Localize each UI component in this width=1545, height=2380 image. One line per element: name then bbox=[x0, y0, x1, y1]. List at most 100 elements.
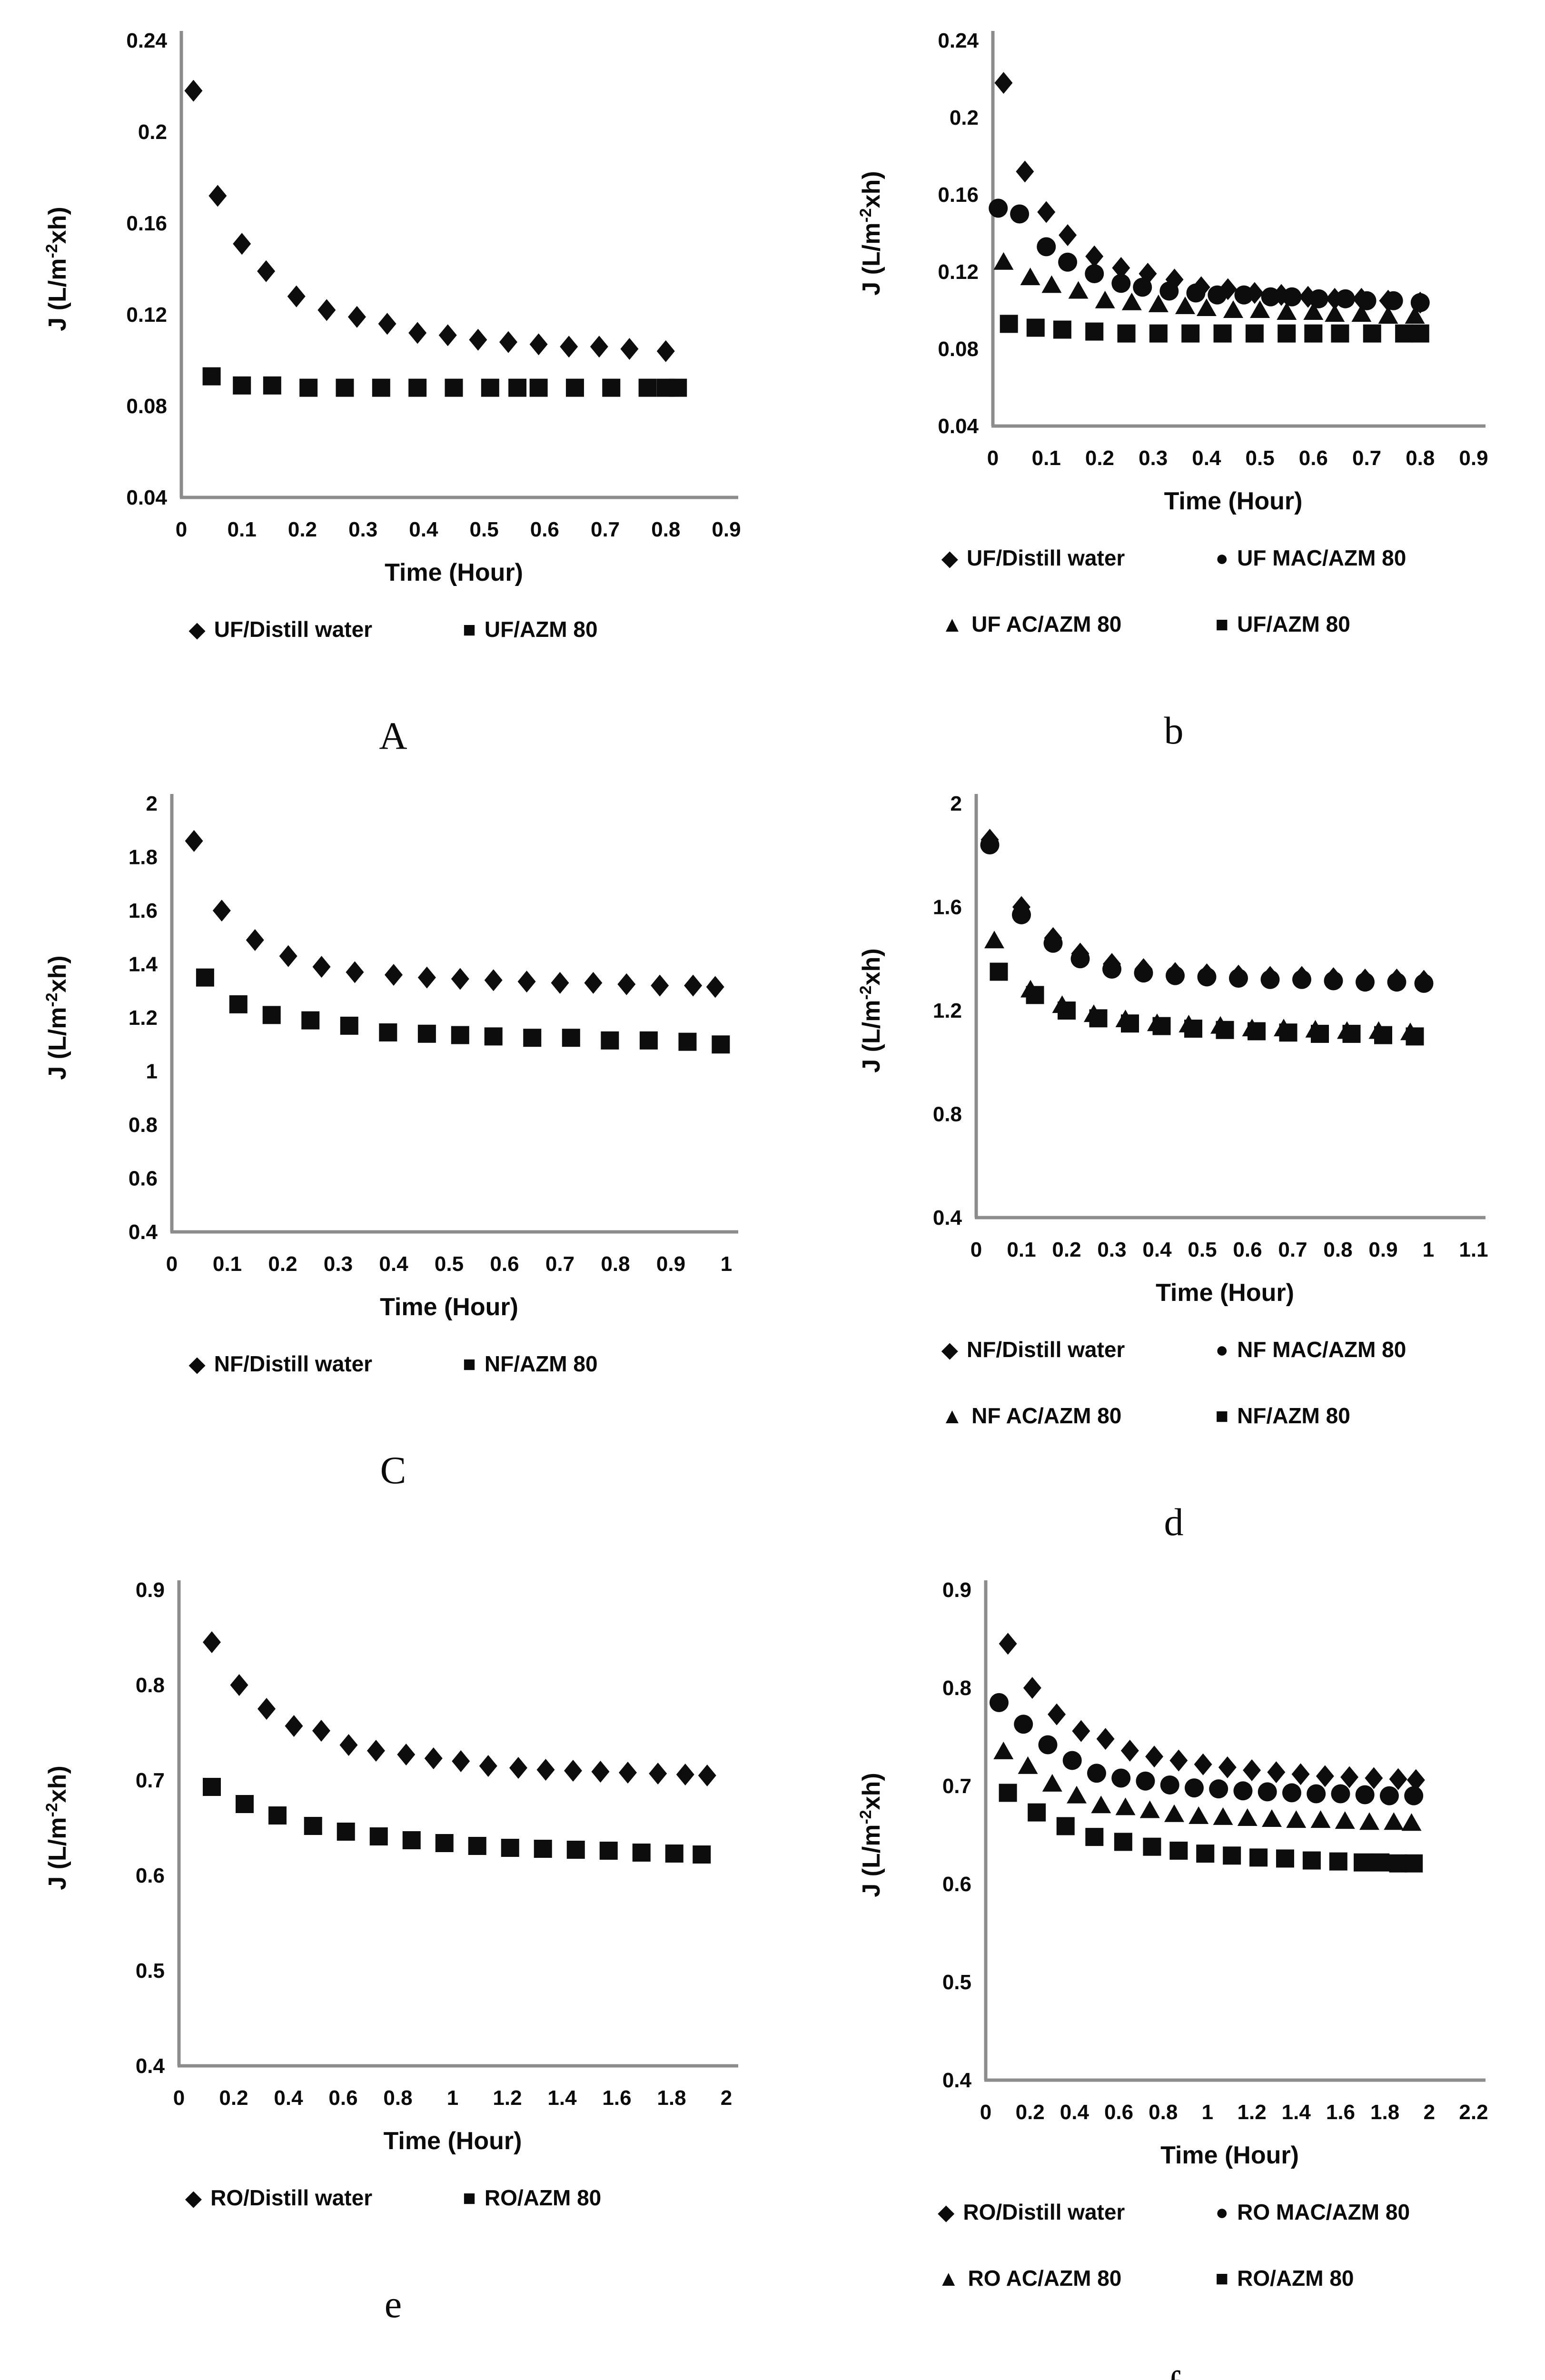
circle-marker-icon: ● bbox=[1215, 545, 1229, 570]
x-tick-label: 0.2 bbox=[219, 2086, 248, 2110]
circle-marker bbox=[1043, 933, 1063, 953]
diamond-marker bbox=[509, 1757, 527, 1779]
circle-marker bbox=[989, 1693, 1009, 1712]
y-tick-label: 0.5 bbox=[942, 1971, 971, 1994]
circle-marker bbox=[1229, 969, 1248, 988]
x-tick-label: 0.8 bbox=[651, 518, 680, 541]
legend-item: ■ NF/AZM 80 bbox=[463, 1351, 597, 1377]
chart-b-cell: 0.04 0.08 0.12 0.16 0.2 0.24 0 0.1 0.2 0.3 0.4 0.5 0… bbox=[822, 14, 1526, 758]
triangle-marker bbox=[1164, 1804, 1185, 1822]
diamond-marker bbox=[1365, 1767, 1383, 1789]
chart-e-plot: 0.4 0.5 0.6 0.7 0.8 0.9 0 0.2 0.4 0.6 0.8 1 1.2 1.4 1.… bbox=[36, 1564, 750, 2159]
triangle-marker bbox=[1378, 306, 1398, 324]
circle-marker bbox=[1062, 1751, 1082, 1770]
circle-marker bbox=[1014, 1715, 1033, 1734]
triangle-marker bbox=[1401, 1813, 1422, 1831]
y-axis-title: J (L/m-2xh) bbox=[43, 207, 71, 331]
diamond-marker bbox=[212, 900, 231, 922]
diamond-marker bbox=[285, 1715, 303, 1737]
diamond-marker bbox=[312, 1720, 330, 1742]
triangle-marker bbox=[1041, 275, 1062, 293]
triangle-marker-icon: ▲ bbox=[937, 2266, 960, 2291]
chart-b-legend: ◆ UF/Distill water ● UF MAC/AZM 80 ▲ UF AC/AZ… bbox=[941, 545, 1406, 637]
x-tick-label: 0.4 bbox=[409, 518, 438, 541]
square-marker bbox=[196, 968, 214, 987]
circle-marker bbox=[1209, 1779, 1228, 1799]
square-marker bbox=[638, 378, 657, 397]
diamond-marker bbox=[1194, 1753, 1212, 1775]
circle-marker bbox=[1058, 252, 1078, 272]
x-tick-label: 1 bbox=[447, 2086, 458, 2110]
x-tick-label: 0.3 bbox=[1139, 446, 1168, 470]
square-marker bbox=[336, 378, 354, 397]
legend-item: ▲ RO AC/AZM 80 bbox=[938, 2265, 1125, 2291]
diamond-marker bbox=[1145, 1745, 1164, 1768]
y-axis-title: J (L/m-2xh) bbox=[43, 955, 71, 1080]
y-tick-label: 1 bbox=[146, 1060, 158, 1083]
chart-f-letter: f bbox=[1167, 2362, 1180, 2380]
x-tick-label: 0 bbox=[176, 518, 187, 541]
legend-label: NF MAC/AZM 80 bbox=[1237, 1337, 1406, 1362]
chart-A-cell: 0.04 0.08 0.12 0.16 0.2 0.24 0 0.1 0.2 0.3 0.4 0.5 0… bbox=[22, 14, 764, 758]
triangle-marker bbox=[1018, 1756, 1038, 1774]
triangle-marker bbox=[1303, 302, 1324, 320]
chart-e-svg: 0.4 0.5 0.6 0.7 0.8 0.9 0 0.2 0.4 0.6 0.8 1 1.2 1.4 1.… bbox=[43, 1578, 738, 2155]
square-marker bbox=[665, 1844, 683, 1863]
y-tick-label: 0.6 bbox=[129, 1167, 158, 1190]
circle-marker bbox=[1282, 287, 1302, 307]
x-tick-label: 0.8 bbox=[1149, 2101, 1178, 2124]
square-marker bbox=[1406, 1027, 1424, 1046]
square-marker bbox=[263, 376, 281, 395]
diamond-marker bbox=[317, 299, 336, 321]
diamond-marker bbox=[417, 966, 436, 989]
diamond-marker bbox=[203, 1631, 221, 1653]
x-tick-label: 0.9 bbox=[1459, 446, 1488, 470]
y-tick-label: 0.4 bbox=[129, 1220, 158, 1244]
x-tick-label: 0.6 bbox=[328, 2086, 357, 2110]
x-axis-title: Time (Hour) bbox=[1156, 1279, 1294, 1307]
chart-d-plot: 0.4 0.8 1.2 1.6 2 0 0.1 0.2 0.3 0.4 0.5 0.6 0.7 0.8 0.… bbox=[850, 777, 1497, 1310]
triangle-marker bbox=[1068, 281, 1089, 299]
x-tick-label: 0.1 bbox=[1007, 1238, 1036, 1261]
circle-marker bbox=[1355, 1785, 1375, 1805]
circle-marker bbox=[1331, 1784, 1350, 1804]
triangle-marker bbox=[1175, 296, 1195, 314]
y-tick-label: 2 bbox=[146, 792, 158, 815]
triangle-marker bbox=[1310, 1810, 1331, 1828]
square-marker bbox=[301, 1011, 320, 1030]
diamond-marker bbox=[1169, 1749, 1188, 1772]
y-tick-label: 0.8 bbox=[136, 1674, 165, 1697]
x-axis-title: Time (Hour) bbox=[1164, 487, 1303, 515]
circle-marker bbox=[1186, 283, 1206, 303]
x-tick-label: 0 bbox=[166, 1252, 178, 1276]
x-tick-label: 1.6 bbox=[602, 2086, 631, 2110]
x-tick-label: 0.9 bbox=[1368, 1238, 1397, 1261]
square-marker bbox=[337, 1823, 355, 1841]
diamond-marker bbox=[367, 1740, 385, 1762]
square-marker bbox=[468, 1837, 486, 1855]
y-tick-label: 1.4 bbox=[129, 953, 158, 976]
circle-marker bbox=[1336, 289, 1355, 308]
circle-marker bbox=[1010, 204, 1030, 224]
x-tick-label: 0.5 bbox=[1246, 446, 1275, 470]
circle-marker bbox=[1037, 237, 1056, 257]
square-marker bbox=[1000, 315, 1018, 333]
diamond-marker bbox=[560, 336, 578, 358]
legend-label: RO/Distill water bbox=[210, 2185, 373, 2210]
chart-e-legend: ◆ RO/Distill water ■ RO/AZM 80 bbox=[185, 2185, 602, 2211]
diamond-marker bbox=[479, 1755, 497, 1777]
diamond-marker bbox=[233, 233, 251, 255]
square-marker bbox=[639, 1031, 658, 1050]
square-marker bbox=[202, 367, 221, 386]
diamond-marker bbox=[620, 338, 639, 360]
circle-marker-icon: ● bbox=[1215, 1337, 1229, 1362]
diamond-marker bbox=[591, 1761, 610, 1783]
diamond-marker bbox=[1389, 1768, 1407, 1790]
circle-marker bbox=[1208, 285, 1227, 305]
x-tick-label: 0.4 bbox=[1060, 2101, 1089, 2124]
triangle-marker bbox=[1250, 300, 1270, 318]
circle-marker bbox=[1292, 970, 1311, 989]
x-tick-label: 0.1 bbox=[213, 1252, 242, 1276]
circle-marker bbox=[1282, 1783, 1301, 1803]
chart-d-svg: 0.4 0.8 1.2 1.6 2 0 0.1 0.2 0.3 0.4 0.5 0.6 0.7 0.8 0.… bbox=[857, 792, 1488, 1307]
